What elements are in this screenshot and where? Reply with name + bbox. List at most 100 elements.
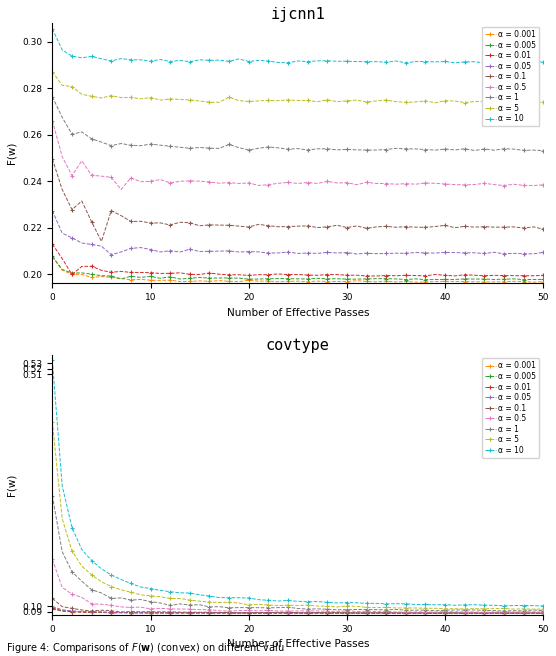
- α = 5: [373, 97, 380, 105]
- α = 0.01: [157, 609, 163, 617]
- Line: α = 0.05: α = 0.05: [50, 604, 546, 615]
- α = 0.001: [373, 609, 380, 617]
- α = 0.005: [403, 609, 409, 617]
- α = 0.5: [530, 182, 537, 190]
- α = 0.001: [49, 253, 56, 260]
- α = 0.005: [540, 276, 547, 283]
- α = 0.1: [403, 609, 409, 617]
- Y-axis label: F(w): F(w): [7, 142, 17, 165]
- α = 5: [530, 605, 537, 613]
- α = 1: [501, 607, 508, 615]
- α = 0.05: [49, 603, 56, 611]
- α = 1: [540, 147, 547, 155]
- α = 0.005: [373, 275, 380, 283]
- α = 0.1: [49, 594, 56, 602]
- α = 0.1: [196, 608, 203, 616]
- α = 0.005: [530, 276, 537, 283]
- α = 0.001: [157, 609, 163, 617]
- α = 5: [373, 604, 380, 611]
- α = 0.1: [167, 221, 173, 229]
- α = 0.5: [373, 607, 380, 615]
- X-axis label: Number of Effective Passes: Number of Effective Passes: [227, 308, 369, 318]
- α = 0.001: [206, 609, 213, 617]
- α = 1: [157, 141, 163, 149]
- α = 0.001: [530, 278, 537, 286]
- α = 10: [157, 586, 163, 594]
- α = 0.1: [373, 609, 380, 617]
- α = 1: [373, 146, 380, 154]
- α = 0.05: [540, 609, 547, 617]
- α = 0.1: [98, 237, 105, 245]
- α = 0.01: [403, 609, 409, 617]
- Line: α = 0.1: α = 0.1: [50, 157, 546, 244]
- Line: α = 0.05: α = 0.05: [50, 208, 546, 257]
- Line: α = 5: α = 5: [50, 419, 546, 611]
- α = 5: [49, 68, 56, 75]
- α = 5: [403, 604, 409, 612]
- α = 0.005: [49, 253, 56, 260]
- α = 1: [49, 92, 56, 100]
- α = 0.05: [108, 251, 115, 258]
- α = 0.005: [157, 274, 163, 282]
- Line: α = 0.001: α = 0.001: [50, 607, 546, 615]
- α = 0.5: [216, 179, 222, 187]
- Title: ijcnn1: ijcnn1: [270, 7, 325, 22]
- α = 0.5: [530, 608, 537, 616]
- α = 0.1: [413, 223, 419, 231]
- α = 0.1: [49, 155, 56, 163]
- α = 0.05: [206, 609, 213, 617]
- α = 1: [49, 492, 56, 500]
- Text: Figure 4: Comparisons of $F(\mathbf{w})$ (convex) on different valu: Figure 4: Comparisons of $F(\mathbf{w})$…: [6, 641, 284, 655]
- α = 0.005: [196, 609, 203, 617]
- α = 0.5: [383, 180, 390, 188]
- α = 0.01: [413, 272, 419, 279]
- α = 1: [157, 599, 163, 607]
- α = 0.001: [196, 277, 203, 285]
- α = 0.5: [49, 117, 56, 125]
- α = 0.5: [49, 556, 56, 564]
- α = 0.5: [157, 604, 163, 612]
- α = 0.5: [118, 186, 125, 194]
- α = 0.001: [540, 277, 547, 285]
- α = 0.05: [373, 609, 380, 617]
- α = 5: [196, 597, 203, 605]
- α = 1: [373, 605, 380, 613]
- α = 10: [540, 602, 547, 610]
- α = 0.5: [540, 181, 547, 189]
- α = 0.001: [206, 277, 213, 285]
- α = 10: [403, 59, 409, 67]
- α = 1: [196, 601, 203, 609]
- α = 5: [432, 99, 439, 107]
- α = 0.1: [432, 609, 439, 617]
- α = 0.1: [206, 221, 213, 229]
- α = 0.5: [413, 180, 419, 188]
- α = 0.1: [530, 223, 537, 231]
- Title: covtype: covtype: [266, 338, 330, 354]
- α = 0.01: [540, 609, 547, 617]
- α = 10: [196, 56, 203, 64]
- α = 0.005: [530, 609, 537, 617]
- α = 1: [530, 146, 537, 154]
- Y-axis label: F(w): F(w): [7, 474, 17, 496]
- Line: α = 0.01: α = 0.01: [50, 605, 546, 615]
- α = 10: [196, 591, 203, 599]
- α = 5: [403, 98, 409, 106]
- α = 5: [540, 605, 547, 613]
- α = 5: [157, 593, 163, 601]
- α = 0.001: [540, 609, 547, 617]
- α = 0.1: [540, 225, 547, 233]
- Line: α = 1: α = 1: [50, 94, 546, 153]
- α = 0.5: [196, 605, 203, 613]
- α = 1: [540, 607, 547, 615]
- α = 0.01: [49, 604, 56, 612]
- α = 0.05: [157, 609, 163, 617]
- α = 0.05: [383, 249, 390, 257]
- α = 0.1: [540, 609, 547, 617]
- α = 5: [540, 98, 547, 106]
- α = 10: [157, 56, 163, 64]
- α = 0.001: [530, 609, 537, 617]
- α = 0.005: [422, 276, 429, 283]
- α = 0.05: [510, 609, 517, 617]
- α = 0.005: [520, 609, 527, 617]
- α = 0.5: [206, 605, 213, 613]
